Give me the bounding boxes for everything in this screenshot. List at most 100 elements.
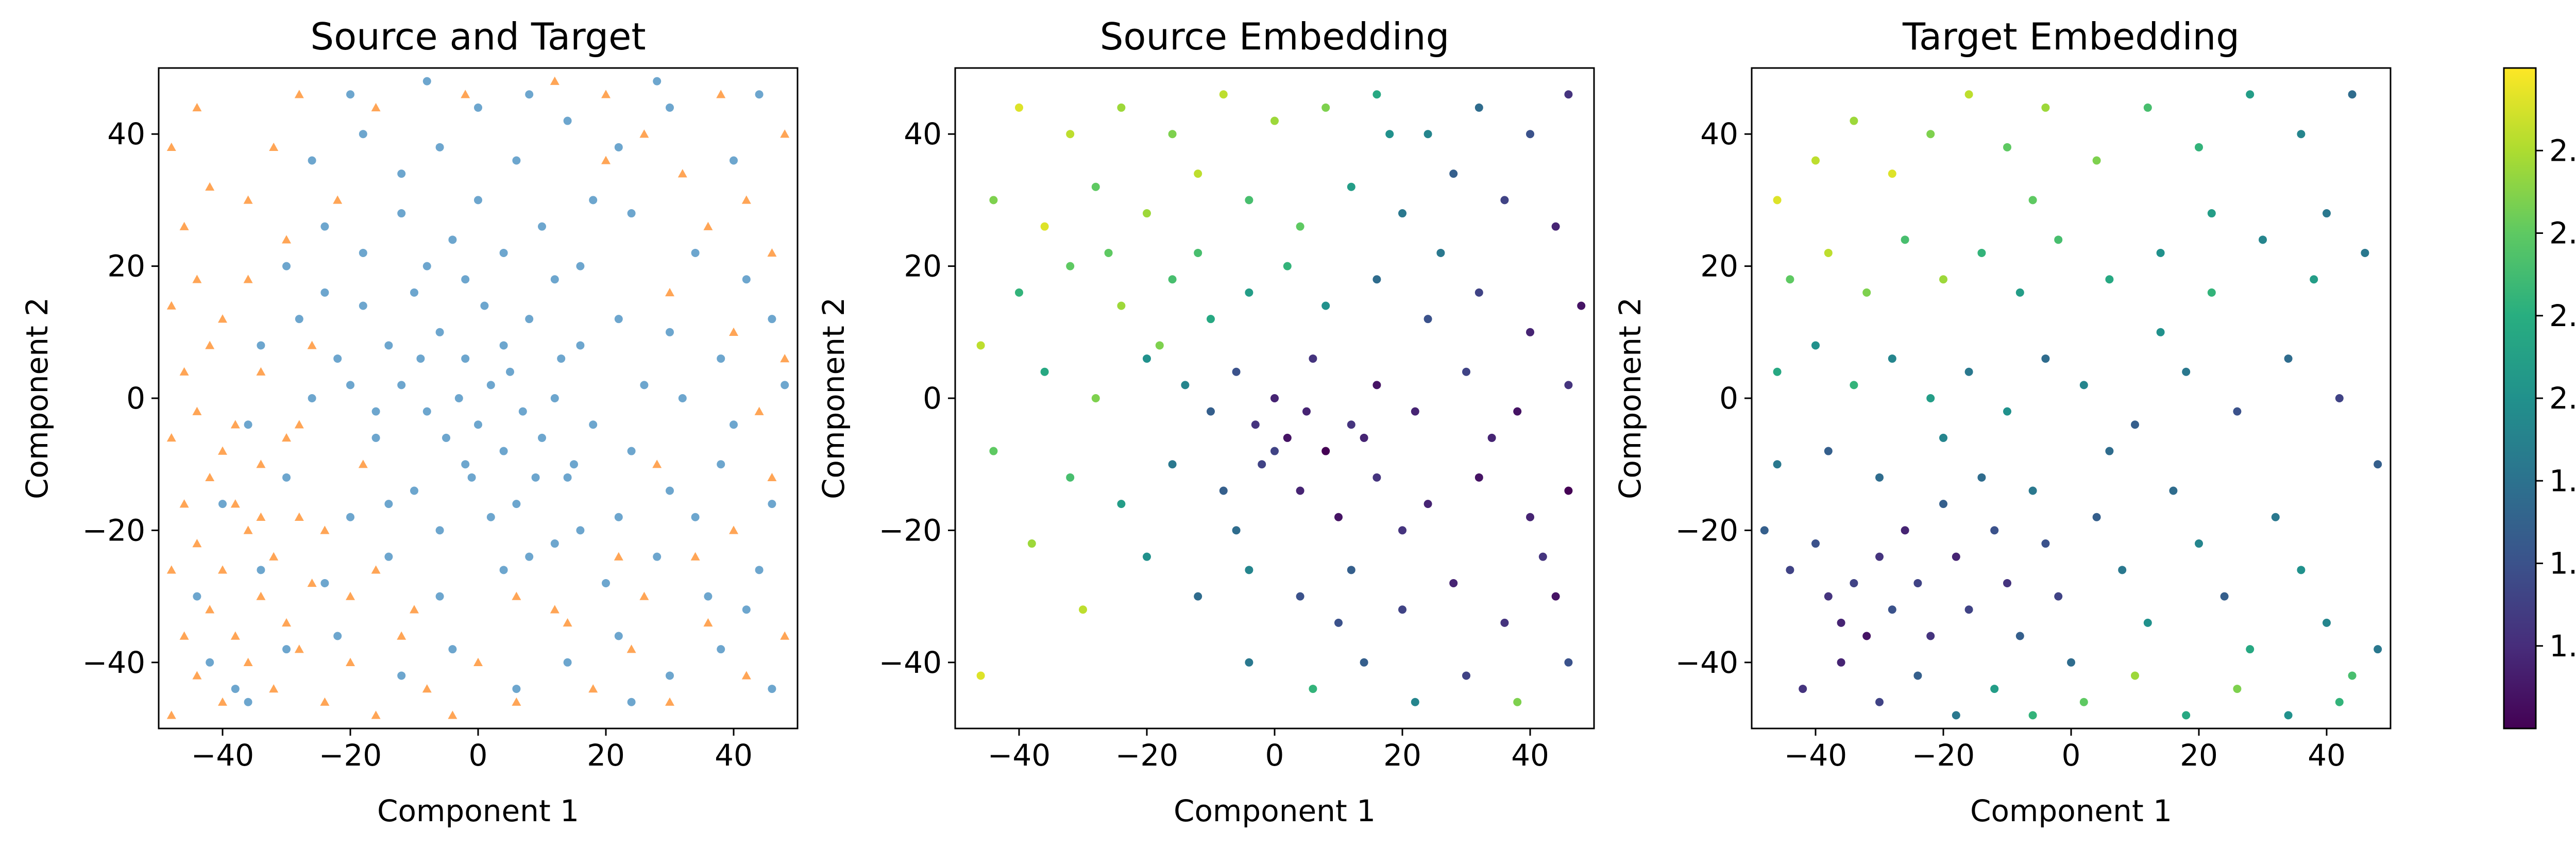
embedding-point (1926, 632, 1935, 640)
source-point (538, 222, 546, 231)
embedding-point (1347, 566, 1355, 574)
embedding-point (1385, 130, 1394, 139)
embedding-point (2105, 275, 2114, 284)
x-tick-label: −20 (319, 738, 382, 773)
target-point (192, 275, 202, 283)
source-point (768, 685, 776, 693)
source-point (308, 156, 316, 165)
scatter-points (976, 90, 1586, 706)
embedding-point (1423, 500, 1432, 508)
y-tick-label: −40 (82, 645, 145, 680)
colorbar-tick-label: 2.50 (2549, 216, 2576, 251)
embedding-point (1564, 486, 1573, 495)
embedding-point (1824, 248, 1833, 257)
embedding-point (1526, 513, 1534, 521)
embedding-point (1321, 103, 1330, 112)
embedding-point (1926, 130, 1935, 139)
embedding-point (2041, 539, 2050, 548)
embedding-point (1398, 209, 1406, 218)
embedding-point (2207, 209, 2216, 218)
source-point (550, 539, 559, 548)
source-point (717, 354, 725, 363)
target-point (179, 367, 189, 376)
y-axis-ticks: −40 −20 0 20 40 (1675, 116, 1752, 680)
source-point (333, 354, 342, 363)
source-point (614, 513, 623, 521)
embedding-point (1564, 381, 1573, 389)
target-point (243, 195, 253, 204)
embedding-point (1040, 222, 1049, 231)
embedding-point (1309, 354, 1317, 363)
target-point (473, 657, 483, 666)
x-axis-label: Component 1 (1174, 793, 1376, 828)
embedding-point (1824, 592, 1833, 601)
x-tick-label: −40 (191, 738, 254, 773)
embedding-point (1347, 420, 1355, 429)
embedding-point (2131, 420, 2139, 429)
embedding-point (1155, 341, 1164, 350)
source-point (193, 592, 201, 601)
embedding-point (2156, 248, 2165, 257)
x-axis-label: Component 1 (377, 793, 579, 828)
target-point (205, 472, 215, 482)
embedding-point (1296, 592, 1304, 601)
target-point (256, 591, 266, 600)
source-point (206, 658, 214, 667)
y-tick-label: 0 (923, 381, 942, 416)
embedding-point (2067, 658, 2075, 667)
colorbar-tick-label: 1.75 (2549, 463, 2576, 498)
embedding-point (1449, 169, 1458, 178)
y-tick-label: 0 (1719, 381, 1738, 416)
target-point (729, 525, 738, 534)
embedding-point (1066, 473, 1075, 482)
embedding-point (1143, 354, 1151, 363)
target-point (269, 684, 279, 693)
source-point (435, 526, 444, 535)
embedding-point (1283, 433, 1292, 442)
target-point (179, 499, 189, 508)
target-point (243, 525, 253, 534)
embedding-point (1117, 500, 1126, 508)
target-point (192, 671, 202, 680)
embedding-point (1270, 116, 1279, 125)
x-axis-ticks: −40 −20 0 20 40 (1784, 728, 2346, 773)
target-point (703, 222, 713, 230)
embedding-point (1964, 605, 1973, 614)
embedding-point (1245, 566, 1253, 574)
colorbar-tick-label: 2.25 (2549, 298, 2576, 333)
target-point (243, 657, 253, 666)
embedding-point (1500, 618, 1509, 627)
source-point (486, 513, 495, 521)
source-point (768, 500, 776, 508)
target-point (282, 618, 291, 627)
target-point (218, 314, 227, 323)
embedding-point (1411, 698, 1419, 706)
embedding-point (1939, 433, 1947, 442)
source-point (384, 500, 393, 508)
source-point (499, 341, 508, 350)
target-point (307, 578, 317, 587)
y-tick-label: −40 (879, 645, 942, 680)
embedding-point (1850, 381, 1858, 389)
panel-target-embedding: Target Embedding −40 −20 0 20 40 −40 −20 0 20 40… (1613, 15, 2392, 828)
source-point (730, 156, 738, 165)
source-point (768, 315, 776, 324)
embedding-point (1786, 275, 1794, 284)
source-point (454, 394, 463, 402)
embedding-point (1066, 262, 1075, 270)
source-point (570, 460, 578, 469)
source-point (422, 77, 431, 86)
embedding-point (1296, 486, 1304, 495)
embedding-point (1411, 407, 1419, 416)
target-point (294, 645, 304, 653)
embedding-point (1372, 90, 1381, 99)
embedding-point (1168, 130, 1177, 139)
target-point (256, 512, 266, 521)
embedding-point (1475, 288, 1483, 297)
target-point (614, 552, 623, 561)
colorbar-ticks: 1.25 1.50 1.75 2.00 2.25 2.50 2.75 (2536, 133, 2576, 664)
source-point (589, 420, 598, 429)
embedding-point (2079, 698, 2088, 706)
source-point (531, 473, 540, 482)
source-point (557, 354, 566, 363)
